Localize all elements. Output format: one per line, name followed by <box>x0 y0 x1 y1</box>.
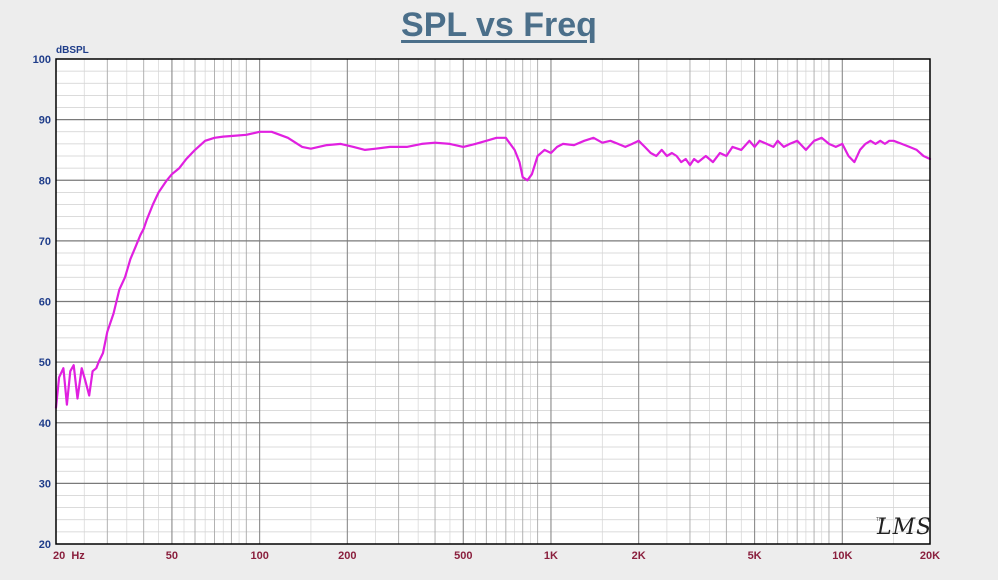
chart-title: SPL vs Freq <box>401 6 597 44</box>
x-tick-label: 5K <box>748 550 762 562</box>
y-tick-label: 80 <box>39 175 51 187</box>
x-tick-label: 100 <box>250 550 268 562</box>
x-tick-label: 20K <box>920 550 940 562</box>
lms-logo: The LMS <box>876 515 932 540</box>
y-tick-label: 70 <box>39 236 51 248</box>
grid-layer <box>56 59 930 544</box>
y-axis-label: dBSPL <box>56 45 89 56</box>
y-tick-label: 90 <box>39 115 51 127</box>
y-tick-label: 50 <box>39 357 51 369</box>
logo-text: LMS <box>876 515 932 540</box>
x-tick-label: 1K <box>544 550 558 562</box>
x-tick-label: 2K <box>632 550 646 562</box>
x-tick-label: 20 Hz <box>53 550 85 562</box>
y-tick-label: 40 <box>39 418 51 430</box>
plot-frame <box>55 58 931 545</box>
y-tick-label: 20 <box>39 539 51 551</box>
x-tick-label: 500 <box>454 550 472 562</box>
tick-layer: 20 30 40 50 60 70 80 90 100 20 Hz 50 100 200 500 1K 2K 5… <box>33 54 941 562</box>
series-line <box>54 130 932 409</box>
y-tick-label: 100 <box>33 54 51 66</box>
x-tick-label: 200 <box>338 550 356 562</box>
logo-prefix: The <box>876 517 885 523</box>
x-tick-label: 10K <box>832 550 852 562</box>
y-tick-label: 60 <box>39 297 51 309</box>
x-tick-label: 50 <box>166 550 178 562</box>
y-tick-label: 30 <box>39 478 51 490</box>
